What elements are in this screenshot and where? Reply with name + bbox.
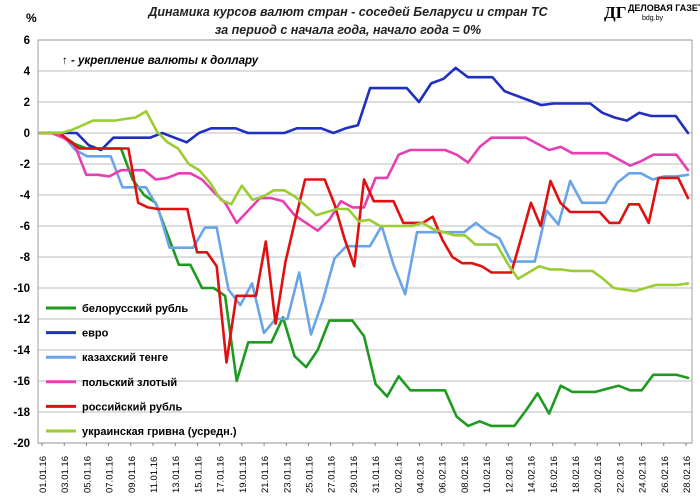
y-tick-label: 2 (24, 97, 30, 109)
x-tick-label: 26.02.16 (660, 456, 671, 493)
legend-label: польский злотый (82, 377, 177, 389)
y-tick-label: -10 (13, 283, 30, 295)
y-tick-label: -14 (13, 345, 30, 357)
series-line-1 (38, 66, 690, 152)
x-tick-label: 23.01.16 (282, 456, 293, 493)
series-line-0 (38, 131, 690, 428)
legend: белорусский рубль евро казахский тенге поль… (46, 303, 237, 438)
x-tick-label: 18.02.16 (571, 456, 582, 493)
x-tick-label: 11.01.16 (149, 457, 160, 493)
y-tick-label: -18 (13, 407, 30, 419)
y-axis: 6 4 2 0 -2 -4 -6 -8 -10 -12 -14 -16 -18 -20 (13, 35, 30, 450)
x-tick-label: 09.01.16 (127, 456, 138, 493)
y-tick-label: -16 (13, 376, 30, 388)
x-tick-label: 05.01.16 (82, 456, 93, 493)
y-tick-label: -8 (20, 252, 31, 264)
x-tick-label: 17.01.16 (216, 456, 227, 493)
x-tick-label: 19.01.16 (238, 456, 249, 493)
x-tick-label: 02.02.16 (393, 456, 404, 493)
y-tick-label: -20 (13, 438, 30, 450)
x-tick-label: 29.01.16 (349, 456, 360, 493)
annotation-note: ↑ - укрепление валюты к доллару (62, 55, 259, 67)
legend-label: белорусский рубль (82, 303, 188, 315)
grid (37, 39, 693, 444)
legend-label: российский рубль (82, 401, 182, 413)
y-tick-label: -2 (20, 159, 30, 171)
y-tick-label: -12 (13, 314, 30, 326)
x-tick-label: 16.02.16 (549, 456, 560, 493)
series-line-3 (38, 131, 690, 232)
series-line-5 (38, 110, 690, 293)
x-tick-label: 22.02.16 (615, 456, 626, 493)
y-tick-label: -6 (20, 221, 30, 233)
x-tick-label: 28.02.16 (682, 456, 693, 493)
y-tick-label: 6 (24, 35, 30, 47)
legend-label: украинская гривна (усредн.) (82, 426, 237, 438)
x-tick-label: 14.02.16 (527, 456, 538, 493)
series-line-4 (38, 131, 690, 364)
x-tick-label: 10.02.16 (482, 456, 493, 493)
chart-title: Динамика курсов валют стран - соседей Бе… (147, 5, 548, 19)
logo: ДГ ДЕЛОВАЯ ГАЗЕТА bdg.by (604, 3, 700, 22)
logo-site: bdg.by (642, 15, 664, 22)
legend-label: евро (82, 328, 109, 340)
legend-label: казахский тенге (82, 352, 168, 364)
x-tick-label: 20.02.16 (593, 456, 604, 493)
x-tick-label: 01.01.16 (38, 456, 49, 493)
y-axis-label: % (26, 11, 37, 25)
x-tick-label: 24.02.16 (638, 456, 649, 493)
x-tick-label: 27.01.16 (327, 456, 338, 493)
x-tick-label: 21.01.16 (260, 456, 271, 493)
x-tick-label: 13.01.16 (171, 456, 182, 493)
logo-name: ДЕЛОВАЯ ГАЗЕТА (628, 3, 700, 13)
x-tick-label: 08.02.16 (460, 456, 471, 493)
y-tick-label: 0 (24, 128, 30, 140)
x-tick-label: 25.01.16 (304, 456, 315, 493)
x-tick-label: 03.01.16 (60, 456, 71, 493)
x-tick-label: 15.01.16 (193, 456, 204, 493)
x-tick-label: 12.02.16 (504, 456, 515, 493)
x-tick-label: 07.01.16 (105, 456, 116, 493)
logo-mark: ДГ (604, 3, 627, 22)
chart-subtitle: за период с начала года, начало года = 0… (215, 23, 481, 37)
x-tick-label: 06.02.16 (438, 456, 449, 493)
plot-frame (37, 39, 693, 444)
series-lines (38, 66, 690, 428)
x-axis: 01.01.16 03.01.16 05.01.16 07.01.16 09.01.16… (38, 443, 693, 493)
series-line-2 (38, 131, 690, 336)
x-tick-label: 31.01.16 (371, 456, 382, 493)
y-tick-label: -4 (20, 190, 31, 202)
y-tick-label: 4 (24, 66, 31, 78)
x-tick-label: 04.02.16 (416, 456, 427, 493)
